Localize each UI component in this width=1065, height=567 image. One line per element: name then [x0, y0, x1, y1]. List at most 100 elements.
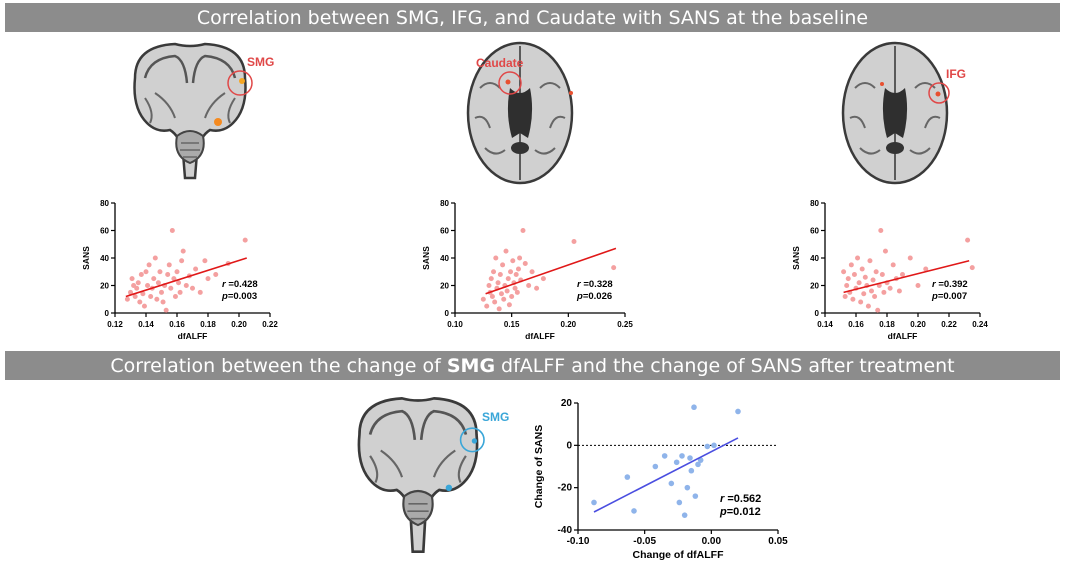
- data-point: [692, 493, 699, 499]
- data-point: [486, 283, 492, 288]
- x-tick-label: 0.05: [768, 536, 788, 547]
- data-point: [679, 453, 685, 459]
- stat-p: p=0.003: [221, 291, 257, 302]
- data-point: [504, 288, 510, 294]
- y-tick-label: 60: [810, 227, 819, 236]
- x-tick-label: 0.10: [447, 320, 463, 329]
- data-point: [145, 283, 151, 288]
- data-point: [896, 288, 902, 294]
- stat-p-value: =0.012: [727, 506, 761, 518]
- data-point: [493, 255, 499, 261]
- stat-r: r =0.392: [932, 279, 968, 290]
- section-title-change-pre: Correlation between the change of: [110, 354, 441, 377]
- data-point: [855, 255, 861, 261]
- data-point: [859, 266, 865, 272]
- data-point: [496, 306, 502, 312]
- data-point: [141, 303, 147, 309]
- data-point: [152, 255, 158, 261]
- data-point: [179, 258, 185, 264]
- data-point: [174, 269, 180, 275]
- data-point: [501, 296, 507, 302]
- stat-r: r =0.428: [222, 279, 258, 290]
- section-title-change-post: dfALFF and the change of SANS after trea…: [501, 354, 955, 377]
- data-point: [169, 228, 175, 233]
- data-point: [505, 276, 511, 282]
- x-axis-label: dfALFF: [178, 331, 208, 341]
- data-point: [165, 272, 171, 277]
- data-point: [155, 280, 161, 286]
- data-point: [172, 294, 178, 299]
- x-tick-label: 0.20: [561, 320, 577, 329]
- data-point: [865, 303, 871, 309]
- data-point: [691, 404, 697, 411]
- x-tick-label: 0.22: [262, 320, 278, 329]
- data-point: [861, 291, 867, 297]
- section-title-change: Correlation between the change of SMG df…: [5, 351, 1060, 380]
- data-point: [735, 408, 741, 415]
- y-axis-label: SANS: [791, 246, 801, 270]
- data-point: [176, 280, 182, 286]
- data-point: [513, 272, 519, 277]
- regression-line: [843, 259, 970, 294]
- regression-line: [125, 257, 247, 298]
- data-point: [154, 296, 160, 302]
- data-point: [875, 307, 881, 313]
- data-point: [146, 262, 152, 268]
- data-point: [520, 228, 526, 233]
- stat-r-value: =0.392: [938, 279, 967, 290]
- data-point: [159, 289, 164, 295]
- data-point: [137, 299, 143, 305]
- brain-coronal-smg-image: [133, 42, 253, 180]
- data-point: [157, 269, 163, 275]
- data-point: [851, 272, 857, 277]
- data-point: [869, 288, 874, 294]
- section-title-baseline: Correlation between SMG, IFG, and Caudat…: [5, 3, 1060, 32]
- data-point: [500, 262, 506, 268]
- scatter-plot-ifg: 0 20 40 60 80 0.14 0.16 0.18 0.20 0.22 0.24 dfALFF S…: [791, 199, 988, 341]
- stat-r-value: =0.328: [583, 279, 612, 290]
- data-point: [848, 262, 854, 268]
- brain-label-caudate: Caudate: [476, 56, 524, 70]
- data-point: [687, 455, 693, 461]
- x-tick-label: -0.10: [567, 536, 590, 547]
- y-tick-label: 60: [100, 227, 109, 236]
- data-point: [140, 291, 146, 297]
- data-point: [882, 248, 888, 254]
- y-axis-label: SANS: [421, 246, 431, 270]
- y-tick-label: 20: [440, 282, 449, 291]
- data-point: [624, 474, 631, 480]
- data-point: [695, 461, 701, 468]
- data-point: [668, 480, 675, 487]
- x-tick-label: 0.12: [107, 320, 123, 329]
- y-tick-label: 80: [440, 199, 449, 208]
- data-point: [166, 262, 172, 268]
- x-tick-label: 0.15: [504, 320, 520, 329]
- stat-p: p=0.007: [931, 291, 967, 302]
- data-point: [858, 299, 864, 305]
- data-point: [489, 294, 495, 299]
- data-point: [969, 265, 975, 271]
- data-point: [503, 248, 509, 254]
- data-point: [512, 285, 518, 291]
- x-tick-label: 0.16: [169, 320, 185, 329]
- data-point: [526, 283, 532, 288]
- data-point: [242, 237, 248, 243]
- data-point: [591, 499, 597, 506]
- y-tick-label: 40: [810, 254, 819, 263]
- data-point: [878, 228, 884, 233]
- x-tick-label: 0.18: [879, 320, 895, 329]
- data-point: [171, 276, 177, 282]
- y-tick-label: 40: [440, 254, 449, 263]
- data-point: [509, 294, 515, 299]
- data-point: [517, 255, 523, 261]
- data-point: [492, 299, 498, 305]
- y-tick-label: 0: [815, 309, 820, 318]
- stat-r-symbol: r: [222, 279, 228, 290]
- stat-r-symbol: r: [720, 493, 727, 505]
- data-point: [138, 272, 144, 277]
- data-point: [515, 266, 521, 272]
- stat-p-symbol: p: [931, 291, 938, 302]
- data-point: [495, 280, 501, 286]
- scatter-plot-caudate: 0 20 40 60 80 0.10 0.15 0.20 0.25 dfALFF SANS r =0.…: [421, 199, 633, 341]
- y-tick-label: 20: [561, 398, 573, 409]
